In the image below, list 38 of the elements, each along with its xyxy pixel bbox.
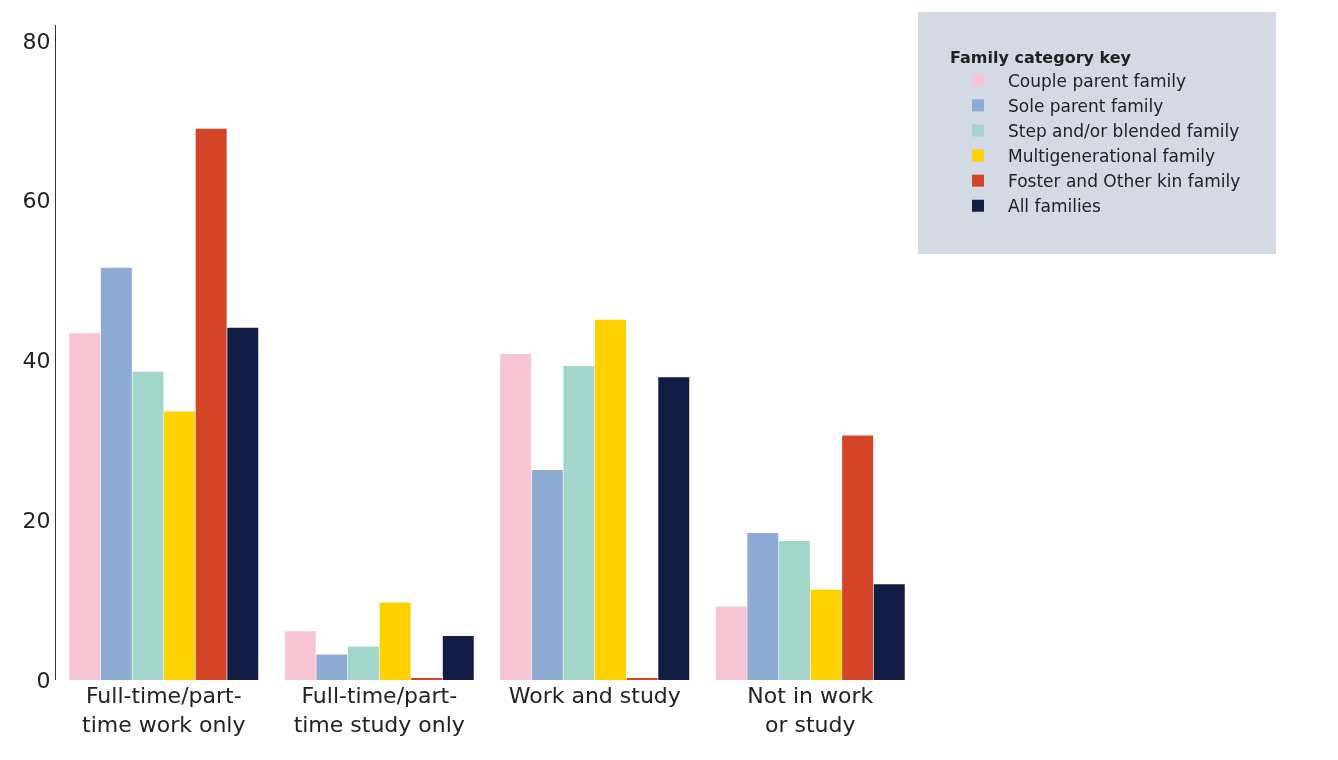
bar xyxy=(747,533,779,680)
y-tick-label: 80 xyxy=(22,28,51,54)
bar xyxy=(69,333,101,680)
bar xyxy=(842,435,874,680)
y-tick-label: 20 xyxy=(22,507,51,533)
bar xyxy=(500,354,532,680)
bar xyxy=(100,267,132,680)
bar xyxy=(316,654,348,680)
bar xyxy=(164,411,196,680)
y-tick-label: 60 xyxy=(22,188,51,214)
bar xyxy=(227,327,259,680)
x-tick-label: Full-time/part-time work only xyxy=(82,683,246,737)
bar xyxy=(195,128,227,680)
x-tick-label: Work and study xyxy=(508,683,681,708)
legend-label: All families xyxy=(1008,196,1102,217)
bar xyxy=(379,602,411,680)
legend-label: Couple parent family xyxy=(1008,70,1187,91)
legend-title: Family category key xyxy=(950,47,1132,67)
bar xyxy=(715,606,747,680)
x-tick-label: Not in work or study xyxy=(747,683,874,737)
bar xyxy=(442,636,474,680)
bar xyxy=(778,541,810,680)
y-tick-label: 0 xyxy=(36,667,51,693)
bar xyxy=(595,319,627,680)
bar xyxy=(347,646,379,680)
y-tick-label: 40 xyxy=(22,348,51,374)
bar xyxy=(810,589,842,680)
bar xyxy=(873,584,905,680)
legend-label: Foster and Other kin family xyxy=(1008,171,1241,192)
legend-label: Multigenerational family xyxy=(1008,146,1216,167)
bar xyxy=(531,469,563,680)
bar xyxy=(658,377,690,680)
legend-label: Step and/or blended family xyxy=(1008,121,1240,142)
bar xyxy=(563,366,595,680)
x-tick-label: Full-time/part-time study only xyxy=(293,683,465,737)
legend-label: Sole parent family xyxy=(1008,95,1164,116)
bar xyxy=(132,371,164,680)
bar xyxy=(284,631,316,680)
